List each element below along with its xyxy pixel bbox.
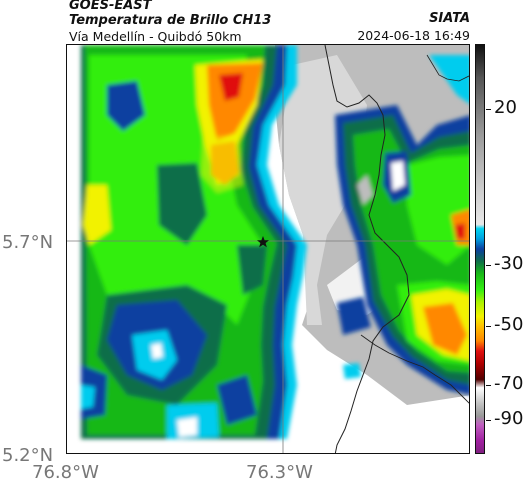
lon-label-76-8: 76.8°W (32, 462, 99, 483)
colorbar-tick-20 (486, 109, 491, 111)
satellite-map[interactable] (66, 44, 470, 454)
colorbar-label-minus30: -30 (494, 253, 524, 274)
western-cloud-mass (81, 45, 307, 439)
eastern-convective-cell (335, 55, 469, 395)
colorbar-label-minus50: -50 (494, 314, 524, 335)
lat-label-5-7: 5.7°N (2, 232, 54, 253)
area-subtitle: Vía Medellín - Quibdó 50km (69, 29, 242, 44)
colorbar-tick-minus90 (486, 420, 491, 422)
colorbar-label-minus90: -90 (494, 408, 524, 429)
organization-label: SIATA (429, 11, 470, 26)
colorbar-tick-minus70 (486, 385, 491, 387)
lon-label-76-3: 76.3°W (246, 462, 313, 483)
coastline (324, 45, 410, 453)
colorbar-label-minus70: -70 (494, 373, 524, 394)
lat-label-5-2: 5.2°N (2, 445, 54, 466)
border-line (360, 334, 469, 404)
colorbar-label-20: 20 (494, 97, 517, 118)
satellite-source-title: GOES-EAST (69, 0, 152, 13)
colorbar-tick-minus50 (486, 326, 491, 328)
timestamp-label: 2024-06-18 16:49 (357, 28, 470, 43)
temperature-colorbar (475, 44, 485, 454)
product-title: Temperatura de Brillo CH13 (69, 13, 272, 28)
brightness-temperature-field (67, 45, 469, 453)
star-marker[interactable] (257, 236, 269, 248)
colorbar-tick-minus30 (486, 265, 491, 267)
top-border (426, 54, 469, 82)
